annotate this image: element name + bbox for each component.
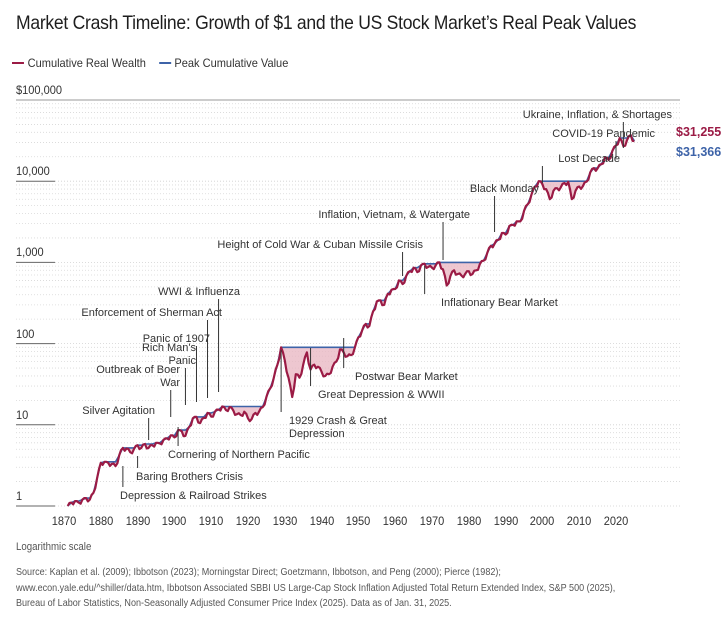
- x-tick-label: 1980: [456, 514, 482, 528]
- annotation-text: War: [160, 377, 180, 389]
- x-tick-label: 1910: [198, 514, 224, 528]
- annotation-text: Cornering of Northern Pacific: [168, 449, 310, 461]
- x-tick-label: 1970: [419, 514, 445, 528]
- x-tick-label: 1870: [51, 514, 77, 528]
- annotation-label: Outbreak of Boer War: [96, 364, 180, 389]
- log-scale-note: Logarithmic scale: [16, 541, 92, 553]
- chart-legend: Cumulative Real Wealth Peak Cumulative V…: [12, 56, 288, 70]
- legend-label: Peak Cumulative Value: [174, 56, 289, 70]
- y-tick-label: 10,000: [16, 164, 50, 179]
- y-tick-label: 10: [16, 407, 29, 422]
- x-tick-label: 1890: [125, 514, 150, 528]
- end-label-wealth: $31,255: [676, 125, 721, 139]
- annotation-label: Cornering of Northern Pacific: [168, 449, 310, 461]
- source-note: Source: Kaplan et al. (2009); Ibbotson (…: [16, 565, 615, 612]
- y-tick-label: 1,000: [16, 245, 44, 260]
- y-tick-label: $100,000: [16, 83, 63, 97]
- annotation-text: Baring Brothers Crisis: [136, 471, 243, 483]
- annotation-text: Inflationary Bear Market: [441, 297, 558, 309]
- annotation-text: Great Depression & WWII: [318, 389, 445, 401]
- annotation-label: Height of Cold War & Cuban Missile Crisi…: [217, 239, 423, 251]
- annotation-label: Baring Brothers Crisis: [136, 471, 243, 483]
- annotation-text: Lost Decade: [558, 153, 620, 165]
- annotation-text: Panic: [168, 355, 196, 367]
- annotation-label: Enforcement of Sherman Act: [81, 307, 222, 319]
- annotation-label: Inflation, Vietnam, & Watergate: [318, 209, 470, 221]
- annotation-label: Silver Agitation: [82, 405, 155, 417]
- annotation-text: Enforcement of Sherman Act: [81, 307, 222, 319]
- annotation-label: Ukraine, Inflation, & Shortages: [523, 109, 673, 121]
- annotation-label: Great Depression & WWII: [318, 389, 445, 401]
- x-tick-label: 2000: [530, 514, 555, 528]
- annotation-text: Ukraine, Inflation, & Shortages: [523, 109, 673, 121]
- annotation-label: Panic of 1907: [143, 333, 210, 345]
- annotation-text: Depression: [289, 428, 345, 440]
- source-line: Bureau of Labor Statistics, Non-Seasonal…: [16, 597, 452, 609]
- annotation-text: Panic of 1907: [143, 333, 210, 345]
- x-tick-label: 1990: [493, 514, 518, 528]
- annotation-text: Inflation, Vietnam, & Watergate: [318, 209, 470, 221]
- source-line: Source: Kaplan et al. (2009); Ibbotson (…: [16, 566, 501, 578]
- annotation-text: COVID-19 Pandemic: [552, 128, 655, 140]
- x-tick-label: 1880: [88, 514, 114, 528]
- x-tick-label: 1930: [272, 514, 298, 528]
- annotation-label: Black Monday: [470, 183, 540, 195]
- annotation-label: Inflationary Bear Market: [441, 297, 558, 309]
- annotation-text: Black Monday: [470, 183, 540, 195]
- x-tick-label: 1920: [235, 514, 261, 528]
- x-tick-label: 1900: [162, 514, 187, 528]
- x-tick-label: 2010: [566, 514, 592, 528]
- legend-item-peak-cumulative-value: Peak Cumulative Value: [158, 56, 289, 70]
- annotation-text: Depression & Railroad Strikes: [120, 490, 267, 502]
- legend-item-cumulative-real-wealth: Cumulative Real Wealth: [12, 56, 146, 70]
- annotation-text: Rich Man's: [142, 342, 197, 354]
- legend-swatch-wealth: [12, 62, 24, 64]
- x-tick-label: 2020: [603, 514, 629, 528]
- x-tick-label: 1940: [309, 514, 334, 528]
- annotation-text: Outbreak of Boer: [96, 364, 180, 376]
- annotation-label: Lost Decade: [558, 153, 620, 165]
- x-tick-label: 1960: [382, 514, 408, 528]
- drawdown-area: [67, 135, 635, 506]
- annotation-label: Rich Man's Panic: [142, 342, 197, 367]
- annotation-text: Silver Agitation: [82, 405, 155, 417]
- chart-title: Market Crash Timeline: Growth of $1 and …: [16, 12, 637, 34]
- end-label-peak: $31,366: [676, 145, 721, 159]
- source-line: www.econ.yale.edu/^shiller/data.htm, Ibb…: [16, 581, 616, 594]
- y-tick-label: 100: [16, 326, 35, 341]
- annotation-text: WWI & Influenza: [158, 286, 241, 298]
- x-tick-label: 1950: [346, 514, 371, 528]
- legend-swatch-peak: [158, 62, 171, 64]
- annotation-label: Postwar Bear Market: [355, 371, 458, 383]
- annotation-label: Depression & Railroad Strikes: [120, 490, 267, 502]
- annotation-text: Height of Cold War & Cuban Missile Crisi…: [217, 239, 423, 251]
- cumulative-real-wealth-line: [66, 134, 635, 507]
- annotation-label: COVID-19 Pandemic: [552, 128, 655, 140]
- annotation-label: 1929 Crash & Great Depression: [289, 415, 387, 440]
- annotation-text: 1929 Crash & Great: [289, 415, 387, 427]
- annotation-label: WWI & Influenza: [158, 286, 241, 298]
- annotation-text: Postwar Bear Market: [355, 371, 458, 383]
- legend-label: Cumulative Real Wealth: [27, 56, 146, 70]
- y-tick-label: 1: [16, 489, 23, 503]
